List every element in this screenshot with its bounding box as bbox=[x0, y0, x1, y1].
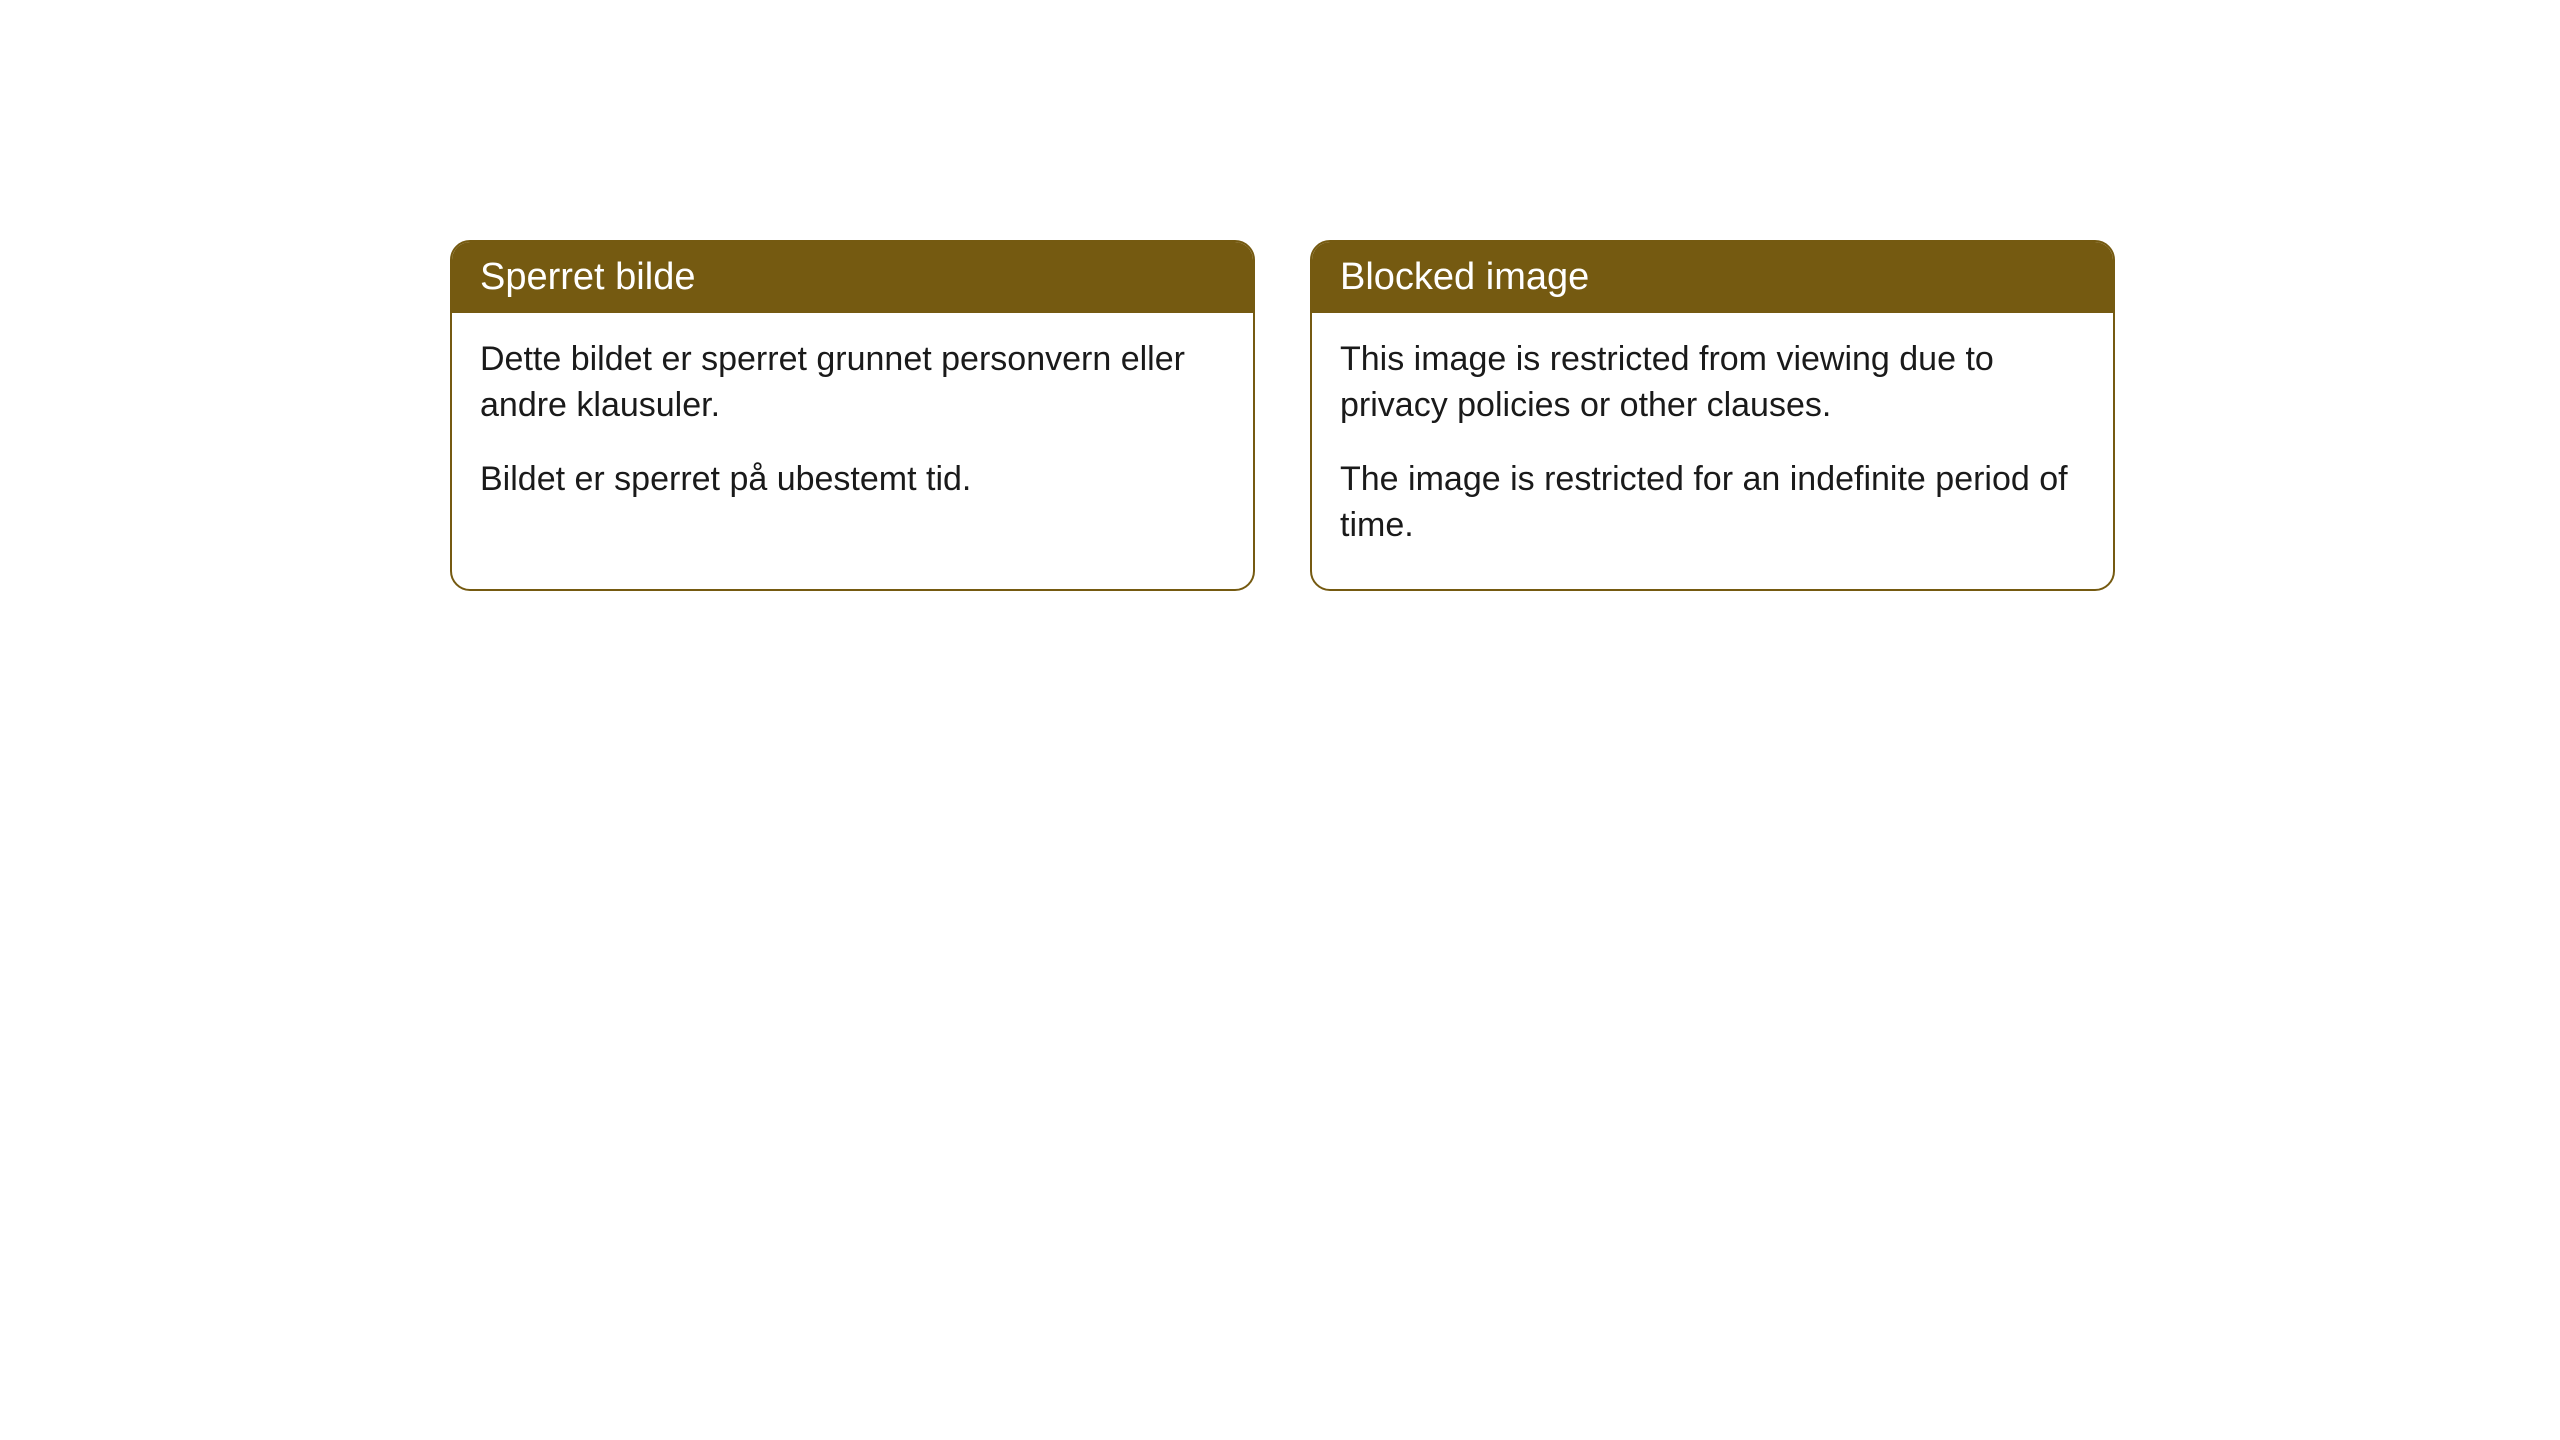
blocked-image-card-norwegian: Sperret bilde Dette bildet er sperret gr… bbox=[450, 240, 1255, 591]
card-title: Blocked image bbox=[1340, 256, 1589, 298]
card-paragraph: This image is restricted from viewing du… bbox=[1340, 337, 2085, 429]
card-paragraph: Dette bildet er sperret grunnet personve… bbox=[480, 337, 1225, 429]
card-title: Sperret bilde bbox=[480, 256, 695, 298]
card-paragraph: Bildet er sperret på ubestemt tid. bbox=[480, 457, 1225, 503]
card-paragraph: The image is restricted for an indefinit… bbox=[1340, 457, 2085, 549]
blocked-image-card-english: Blocked image This image is restricted f… bbox=[1310, 240, 2115, 591]
notice-cards-container: Sperret bilde Dette bildet er sperret gr… bbox=[450, 240, 2115, 591]
card-header: Blocked image bbox=[1312, 242, 2113, 313]
card-body: Dette bildet er sperret grunnet personve… bbox=[452, 313, 1253, 543]
card-header: Sperret bilde bbox=[452, 242, 1253, 313]
card-body: This image is restricted from viewing du… bbox=[1312, 313, 2113, 589]
